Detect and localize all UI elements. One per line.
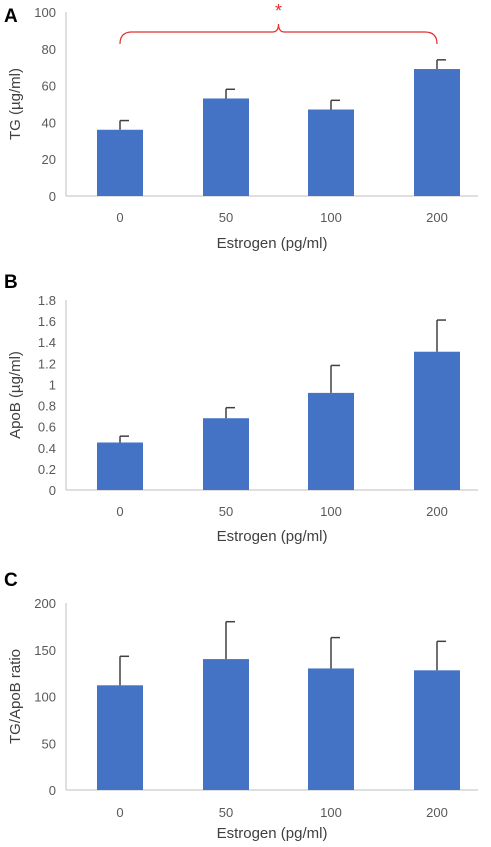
x-tick-label: 200 [426,210,448,225]
y-axis-title: TG/ApoB ratio [7,649,24,744]
y-tick-label: 0.4 [38,441,56,456]
y-tick-label: 80 [42,42,56,57]
bar-200 [414,351,460,490]
bar-100 [308,668,354,790]
y-tick-label: 1.2 [38,356,56,371]
panel-letter: A [4,6,18,27]
bar-200 [414,69,460,196]
y-tick-label: 0 [49,483,56,498]
panel-letter: B [4,272,18,293]
significance-brace [119,23,438,45]
y-tick-label: 40 [42,115,56,130]
y-tick-label: 200 [34,596,56,611]
x-tick-label: 200 [426,504,448,519]
y-tick-label: 1.8 [38,293,56,308]
x-axis-title: Estrogen (pg/ml) [217,825,328,842]
y-tick-label: 50 [42,736,56,751]
x-tick-label: 200 [426,805,448,820]
x-tick-label: 50 [219,210,233,225]
x-tick-label: 0 [116,805,123,820]
significance-marker: * [275,1,282,21]
bar-0 [97,685,143,790]
x-tick-label: 0 [116,210,123,225]
x-axis-title: Estrogen (pg/ml) [217,235,328,252]
y-tick-label: 1.4 [38,335,56,350]
x-tick-label: 100 [320,504,342,519]
y-tick-label: 0.6 [38,420,56,435]
bar-200 [414,670,460,790]
y-tick-label: 1 [49,377,56,392]
y-tick-label: 0.2 [38,462,56,477]
panel-c: C 0 50 100 150 200 0 50 100 200 Estrogen (pg/ml) TG… [4,570,478,842]
bar-100 [308,109,354,196]
y-tick-label: 150 [34,643,56,658]
y-tick-label: 1.6 [38,314,56,329]
y-axis-title: TG (µg/ml) [7,68,24,140]
bar-50 [203,659,249,790]
y-tick-label: 60 [42,79,56,94]
y-tick-label: 0 [49,783,56,798]
bar-100 [308,392,354,490]
y-tick-label: 20 [42,152,56,167]
bar-50 [203,98,249,196]
panel-letter: C [4,570,18,591]
x-tick-label: 50 [219,805,233,820]
y-tick-label: 0.8 [38,399,56,414]
y-tick-label: 100 [34,5,56,20]
bar-50 [203,418,249,490]
bar-0 [97,442,143,490]
bar-0 [97,129,143,196]
x-axis-title: Estrogen (pg/ml) [217,528,328,545]
x-tick-label: 100 [320,210,342,225]
x-tick-label: 0 [116,504,123,519]
x-tick-label: 50 [219,504,233,519]
y-tick-label: 0 [49,189,56,204]
panel-a: A 0 20 40 60 80 100 0 50 100 200 Estrogen (pg/ml) TG… [4,1,478,252]
y-axis-title: ApoB (µg/ml) [7,351,24,439]
x-tick-label: 100 [320,805,342,820]
panel-b: B 0 0.2 0.4 0.6 0.8 1 1.2 1.4 1.6 1.8 0 50 100 200 Estr… [4,272,478,545]
y-tick-label: 100 [34,690,56,705]
